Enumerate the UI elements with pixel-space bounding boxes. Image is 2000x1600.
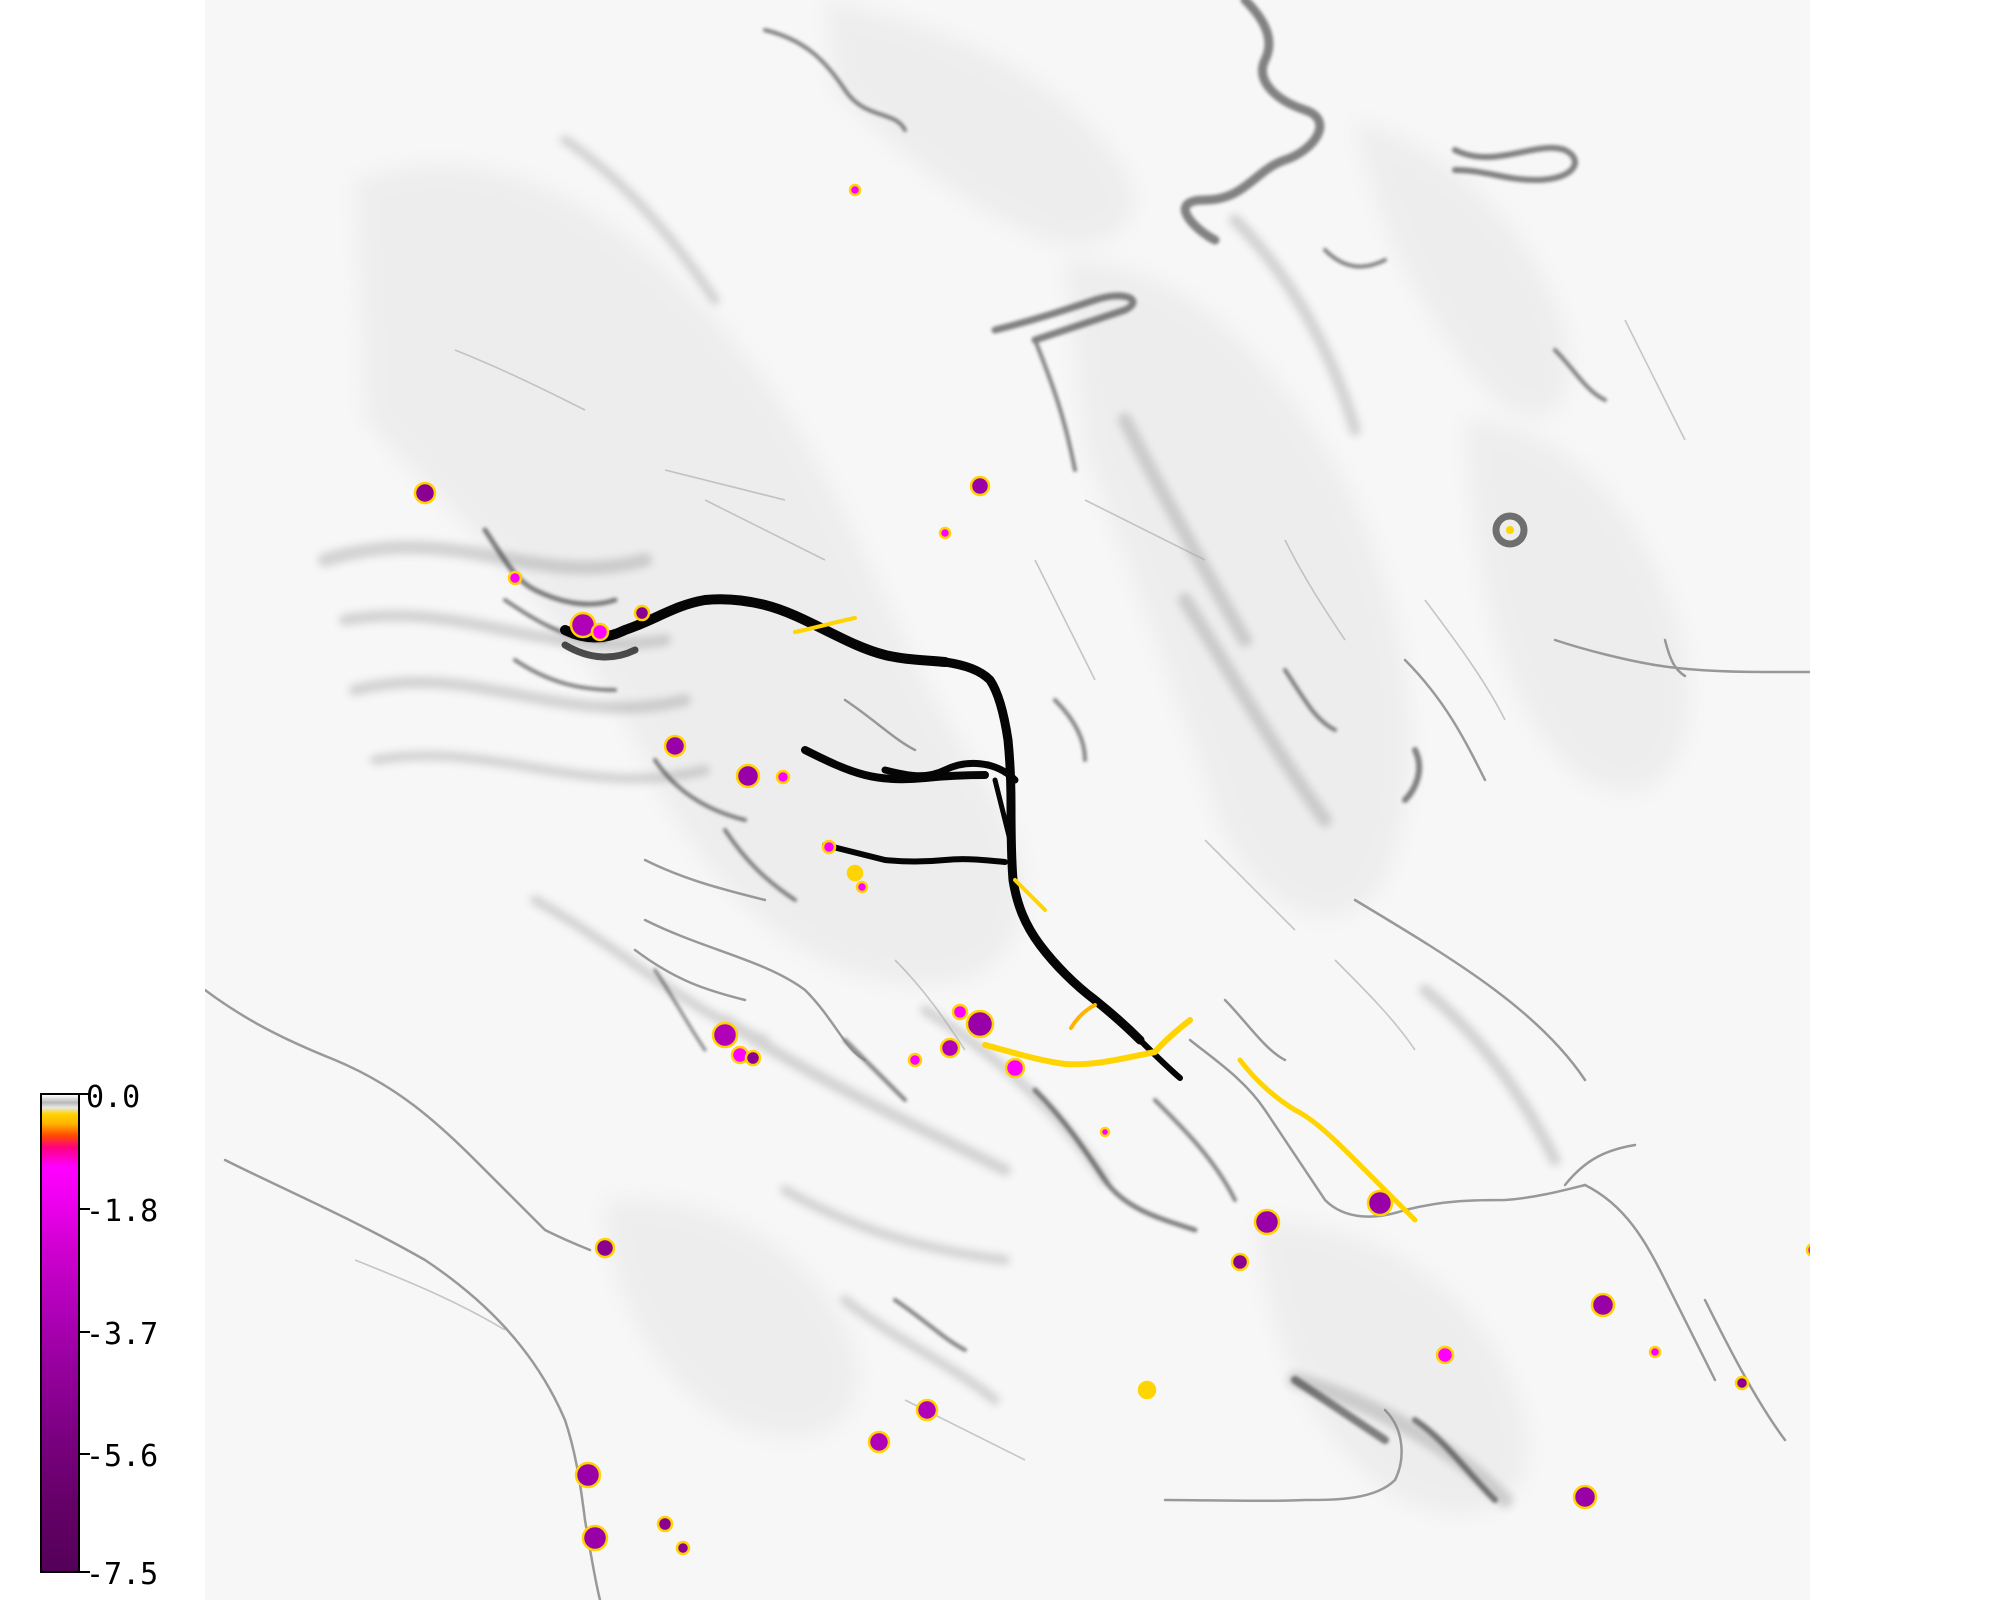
anomaly-marker xyxy=(848,183,862,197)
anomaly-marker xyxy=(846,864,864,882)
anomaly-marker xyxy=(965,1009,995,1039)
terrain-shading xyxy=(355,0,1690,1515)
anomaly-marker xyxy=(867,1430,891,1454)
colorbar-tick-label: -5.6 xyxy=(86,1439,159,1474)
anomaly-marker xyxy=(1253,1208,1281,1236)
anomaly-marker xyxy=(1805,1243,1810,1257)
colorbar-tick-label: -7.5 xyxy=(86,1557,159,1592)
anomaly-marker xyxy=(581,1524,609,1552)
colorbar-tick-label: -1.8 xyxy=(86,1194,159,1229)
anomaly-marker xyxy=(1230,1252,1250,1272)
anomaly-marker xyxy=(594,1237,616,1259)
anomaly-marker xyxy=(1004,1057,1026,1079)
relief-map xyxy=(205,0,1810,1600)
canyon-network xyxy=(560,594,1183,1081)
anomaly-marker xyxy=(855,880,869,894)
anomaly-marker xyxy=(915,1398,939,1422)
anomaly-marker xyxy=(633,604,651,622)
anomaly-marker xyxy=(951,1003,969,1021)
colorbar-tick xyxy=(80,1093,90,1095)
colorbar-tick xyxy=(80,1453,90,1455)
anomaly-marker xyxy=(821,839,837,855)
anomaly-markers xyxy=(413,183,1810,1556)
anomaly-marker xyxy=(507,570,523,586)
anomaly-marker xyxy=(711,1021,739,1049)
anomaly-marker xyxy=(1734,1375,1750,1391)
colorbar-tick xyxy=(80,1571,90,1573)
anomaly-marker xyxy=(656,1515,674,1533)
anomaly-marker xyxy=(735,763,761,789)
anomaly-marker xyxy=(938,526,952,540)
anomaly-marker xyxy=(1648,1345,1662,1359)
colorbar-tick xyxy=(80,1208,90,1210)
colorbar-gradient xyxy=(40,1093,80,1573)
anomaly-marker xyxy=(939,1037,961,1059)
crater-feature xyxy=(1492,512,1528,548)
anomaly-marker xyxy=(1099,1126,1111,1138)
colorbar-tick-label: 0.0 xyxy=(86,1080,141,1115)
colorbar-tick xyxy=(80,1331,90,1333)
anomaly-marker xyxy=(1435,1345,1455,1365)
drainage-lines xyxy=(205,638,1810,1600)
anomaly-marker xyxy=(590,622,610,642)
relief-texture xyxy=(354,319,1686,1461)
terrain-ridges-soft xyxy=(318,135,1561,1508)
anomaly-marker xyxy=(1590,1292,1616,1318)
anomaly-marker xyxy=(1137,1380,1157,1400)
anomaly-marker xyxy=(1366,1189,1394,1217)
relief-map-panel xyxy=(205,0,1810,1600)
colorbar-legend: 0.0 -1.8 -3.7 -5.6 -7.5 xyxy=(40,1083,250,1590)
anomaly-marker xyxy=(675,1540,691,1556)
anomaly-marker xyxy=(907,1052,923,1068)
anomaly-marker xyxy=(663,734,687,758)
anomaly-marker xyxy=(413,481,437,505)
anomaly-marker xyxy=(574,1461,602,1489)
terrain-ridges-sharp xyxy=(482,0,1607,1503)
anomaly-marker xyxy=(969,475,991,497)
anomaly-marker xyxy=(1572,1484,1598,1510)
colorbar-tick-label: -3.7 xyxy=(86,1317,159,1352)
anomaly-marker xyxy=(775,769,791,785)
anomaly-marker xyxy=(744,1049,762,1067)
